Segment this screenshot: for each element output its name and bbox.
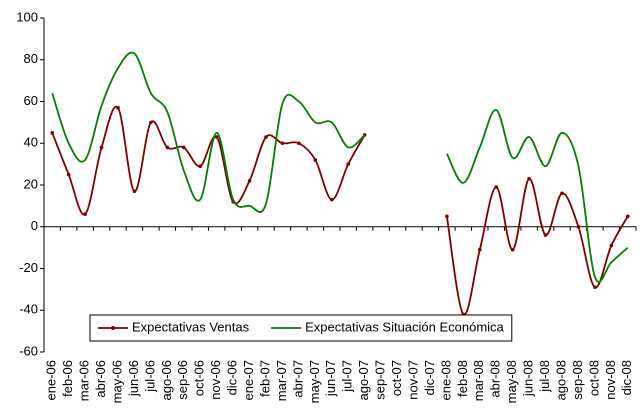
marker [329,197,334,202]
x-tick-label: ago-06 [159,360,174,400]
x-tick-label: jun-06 [126,360,141,397]
marker [494,185,499,189]
x-tick-label: abr-07 [290,360,305,398]
marker [346,162,351,166]
legend: Expectativas Ventas Expectativas Situació… [89,314,513,342]
marker [165,145,170,150]
legend-marker [111,326,115,330]
x-tick-label: feb-06 [60,360,75,397]
marker [132,189,137,194]
marker [181,145,186,150]
marker [297,141,301,146]
y-tick-label: 80 [24,51,38,66]
x-tick-label: oct-06 [192,360,207,396]
x-tick-label: mar-07 [274,360,289,401]
marker [560,191,564,196]
y-tick-label: -20 [19,260,38,275]
marker [445,214,449,219]
x-tick-label: dic-07 [422,360,437,395]
x-tick-label: may-08 [504,360,519,403]
marker [593,285,597,290]
x-tick-label: may-07 [307,360,322,403]
marker [50,131,55,135]
x-tick-label: abr-08 [488,360,503,398]
marker [264,135,268,139]
x-tick-label: dic-06 [225,360,240,395]
x-tick-label: sep-08 [570,360,585,400]
x-tick-label: dic-08 [619,360,634,395]
x-tick-label: mar-08 [471,360,486,401]
x-tick-label: jun-08 [521,360,536,397]
marker [543,233,548,237]
x-tick-label: nov-08 [603,360,618,400]
marker [527,176,531,181]
marker [609,243,614,248]
x-tick-label: ago-08 [553,360,568,400]
y-tick-label: 20 [24,176,38,191]
marker [66,172,71,177]
x-tick-label: ene-07 [241,360,256,400]
x-tick-label: ago-07 [356,360,371,400]
series-line [51,105,629,316]
marker [99,145,104,150]
y-tick-label: 0 [31,218,38,233]
marker [116,105,120,110]
x-tick-label: sep-06 [175,360,190,400]
x-tick-label: nov-07 [405,360,420,400]
marker [83,212,87,217]
marker [149,120,153,125]
marker [510,247,515,252]
x-tick-label: jul-08 [537,360,552,393]
x-tick-label: sep-07 [373,360,388,400]
x-tick-label: ene-06 [44,360,59,400]
marker [247,179,252,183]
marker [477,247,482,252]
x-tick-label: ene-08 [438,360,453,400]
marker [313,158,318,162]
x-tick-label: may-06 [109,360,124,403]
y-tick-label: 100 [16,9,38,24]
legend-label: Expectativas Situación Económica [305,319,504,334]
x-tick-label: jul-06 [142,360,157,393]
marker [198,164,203,169]
x-tick-label: oct-07 [389,360,404,396]
x-tick-label: oct-08 [586,360,601,396]
x-tick-label: feb-07 [257,360,272,397]
marker [280,141,285,146]
series-line [51,51,629,283]
x-tick-label: abr-06 [93,360,108,398]
y-tick-label: -40 [19,302,38,317]
x-tick-label: nov-06 [208,360,223,400]
y-tick-label: -60 [19,343,38,358]
y-tick-label: 40 [24,135,38,150]
x-tick-label: jun-07 [323,360,338,397]
marker [576,224,581,229]
marker [625,214,630,219]
legend-label: Expectativas Ventas [132,319,250,334]
marker [214,135,219,139]
x-tick-label: mar-06 [77,360,92,401]
y-tick-label: 60 [24,93,38,108]
x-tick-label: feb-08 [455,360,470,397]
x-tick-label: jul-07 [340,360,355,393]
